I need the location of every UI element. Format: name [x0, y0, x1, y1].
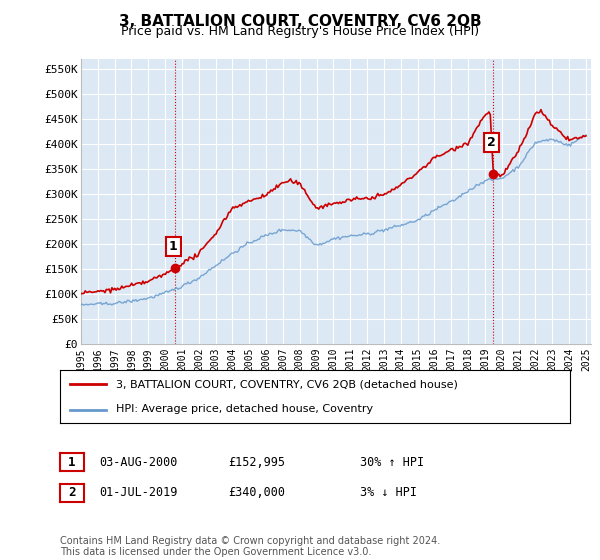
- Text: 01-JUL-2019: 01-JUL-2019: [99, 486, 178, 500]
- Text: 30% ↑ HPI: 30% ↑ HPI: [360, 455, 424, 469]
- Text: 3% ↓ HPI: 3% ↓ HPI: [360, 486, 417, 500]
- Text: 1: 1: [169, 240, 178, 253]
- Text: 1: 1: [68, 455, 76, 469]
- Text: 2: 2: [68, 486, 76, 500]
- Text: 3, BATTALION COURT, COVENTRY, CV6 2QB: 3, BATTALION COURT, COVENTRY, CV6 2QB: [119, 14, 481, 29]
- Text: £340,000: £340,000: [228, 486, 285, 500]
- Text: Price paid vs. HM Land Registry's House Price Index (HPI): Price paid vs. HM Land Registry's House …: [121, 25, 479, 38]
- Text: 3, BATTALION COURT, COVENTRY, CV6 2QB (detached house): 3, BATTALION COURT, COVENTRY, CV6 2QB (d…: [116, 380, 458, 390]
- Text: 2: 2: [487, 136, 496, 149]
- Text: HPI: Average price, detached house, Coventry: HPI: Average price, detached house, Cove…: [116, 404, 373, 414]
- Text: Contains HM Land Registry data © Crown copyright and database right 2024.
This d: Contains HM Land Registry data © Crown c…: [60, 535, 440, 557]
- Text: 03-AUG-2000: 03-AUG-2000: [99, 455, 178, 469]
- Text: £152,995: £152,995: [228, 455, 285, 469]
